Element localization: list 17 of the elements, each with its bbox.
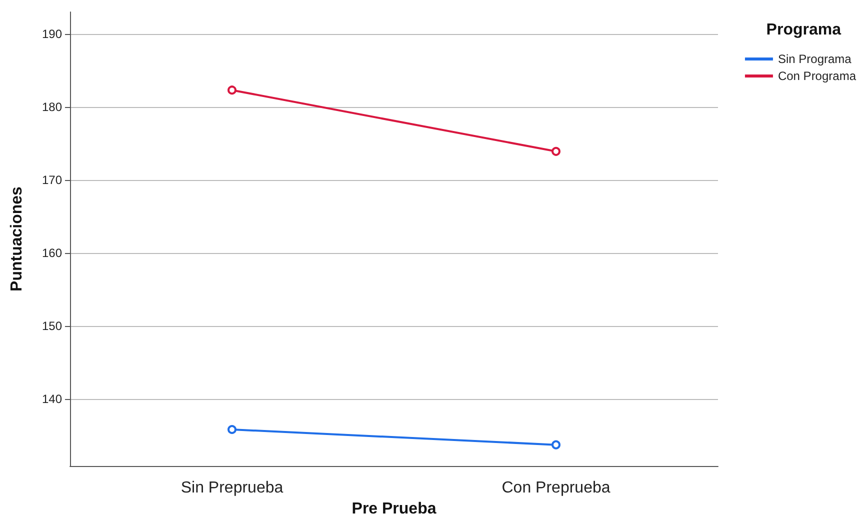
- point: [552, 440, 560, 450]
- x-tick-label: Con Preprueba: [502, 480, 610, 496]
- y-tick-label: 170: [42, 172, 62, 187]
- y-tick-label: 150: [42, 318, 62, 333]
- legend-title: Programa: [766, 22, 842, 38]
- x-tick-label: Sin Preprueba: [180, 480, 284, 496]
- point: [552, 146, 560, 156]
- y-axis-title: Puntuaciones: [8, 186, 26, 292]
- y-tick-label: 180: [42, 100, 62, 114]
- x-axis-title: Pre Prueba: [352, 500, 436, 518]
- y-tick-label: 160: [42, 246, 62, 260]
- point: [228, 425, 236, 434]
- legend-label: Con Programa: [778, 69, 856, 83]
- y-tick-label: 140: [42, 392, 62, 406]
- point: [228, 86, 236, 95]
- legend-label: Sin Programa: [778, 52, 852, 66]
- y-tick-label: 190: [42, 26, 62, 41]
